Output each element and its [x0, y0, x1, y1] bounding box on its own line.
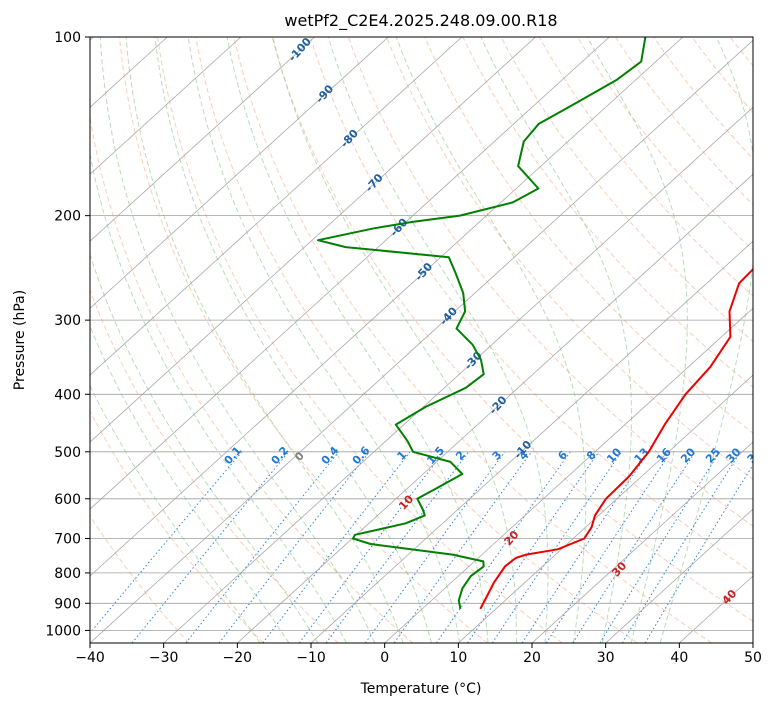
x-tick-label: −30 — [149, 650, 179, 666]
x-tick-label: −10 — [296, 650, 326, 666]
moist-adiabat-line — [480, 37, 632, 643]
moist-adiabat-line — [586, 37, 688, 643]
isotherm-line — [90, 37, 536, 443]
isotherm-line — [90, 37, 315, 242]
mixing-ratio-line — [521, 451, 650, 643]
x-axis: −40 −30 −20 −10 0 10 20 30 40 50 — [75, 643, 762, 666]
y-tick-label: 900 — [54, 596, 81, 612]
mixing-ratio-line — [218, 451, 370, 643]
moist-adiabat-line — [90, 151, 347, 643]
dry-adiabat-line — [653, 37, 753, 160]
y-tick-label: 700 — [54, 532, 81, 548]
dry-adiabat-line — [538, 37, 753, 297]
moist-adiabat-line — [187, 37, 461, 643]
isotherm-line — [90, 37, 684, 577]
temperature-profile-line — [479, 267, 753, 610]
moist-adiabat-line — [272, 37, 517, 643]
dry-adiabat-line — [90, 113, 414, 643]
moist-adiabat-line — [125, 37, 404, 643]
moist-adiabat-line — [327, 37, 549, 643]
sounding-profiles — [317, 37, 753, 610]
moist-adiabat-line — [154, 37, 432, 643]
dry-adiabat-line — [309, 37, 753, 575]
moist-adiabat-line — [90, 252, 319, 643]
isotherm-line — [90, 37, 610, 510]
y-tick-label: 600 — [54, 492, 81, 508]
x-tick-label: −40 — [75, 650, 105, 666]
mixing-ratio-line — [90, 451, 243, 634]
isotherm-line — [90, 37, 242, 175]
dry-adiabat-line — [90, 288, 339, 643]
mixing-ratio-line — [644, 464, 753, 643]
y-tick-label: 100 — [54, 30, 81, 46]
dry-adiabat-line — [195, 37, 638, 643]
x-axis-label: Temperature (°C) — [360, 681, 482, 697]
mixing-ratio-line — [545, 451, 672, 643]
moist-adiabat-line — [659, 37, 753, 643]
dry-adiabat-line — [271, 37, 753, 622]
mixing-ratio-label: 36 — [745, 445, 765, 465]
isotherm-line — [384, 307, 753, 643]
x-tick-label: 20 — [523, 650, 541, 666]
mixing-ratio-line — [298, 451, 445, 643]
mixing-ratio-line — [185, 451, 340, 643]
dry-adiabat-line — [119, 37, 488, 643]
dry-adiabat-line — [90, 515, 190, 643]
moist-adiabat-line — [226, 37, 489, 643]
dewpoint-profile-line — [317, 37, 647, 610]
dry-adiabat-line — [576, 37, 753, 251]
mixing-ratio-line — [621, 451, 741, 643]
isotherm-line — [531, 441, 753, 643]
x-tick-label: 0 — [380, 650, 389, 666]
isotherm-line — [458, 374, 753, 643]
mixing-ratio-line — [325, 451, 470, 643]
y-tick-label: 500 — [54, 445, 81, 461]
y-axis-label: Pressure (hPa) — [12, 290, 28, 390]
y-tick-label: 300 — [54, 313, 81, 329]
y-tick-label: 1000 — [45, 623, 81, 639]
x-tick-label: 50 — [744, 650, 762, 666]
isotherm-line — [90, 39, 753, 643]
x-tick-label: 40 — [670, 650, 688, 666]
isotherm-line — [237, 173, 753, 643]
isotherm-line — [90, 37, 463, 376]
mixing-ratio-line — [491, 451, 623, 643]
mixing-ratio-line — [572, 451, 696, 643]
mixing-ratio-line — [131, 451, 290, 643]
mixing-ratio-line — [467, 451, 600, 643]
moist-adiabat-line — [90, 384, 261, 643]
x-tick-label: 30 — [597, 650, 615, 666]
x-tick-label: −20 — [223, 650, 253, 666]
isotherm-line — [90, 37, 389, 309]
x-tick-label: 10 — [449, 650, 467, 666]
background-lines — [90, 37, 753, 643]
plot-frame — [89, 36, 754, 644]
isotherm-line — [605, 508, 753, 643]
moist-adiabat-line — [395, 37, 587, 643]
chart-title: wetPf2_C2E4.2025.248.09.00.R18 — [284, 11, 557, 31]
moist-adiabat-line — [90, 325, 290, 643]
y-tick-label: 400 — [54, 387, 81, 403]
y-axis: 1000 900 800 700 600 500 400 300 200 100 — [45, 30, 90, 639]
dry-adiabat-line — [500, 37, 753, 343]
y-tick-label: 200 — [54, 209, 81, 225]
dry-adiabat-line — [462, 37, 753, 388]
mixing-ratio-line — [364, 451, 506, 643]
mixing-ratio-line — [435, 451, 571, 643]
isotherm-line — [310, 240, 753, 643]
isotherm-line — [163, 106, 753, 643]
y-tick-label: 800 — [54, 566, 81, 582]
